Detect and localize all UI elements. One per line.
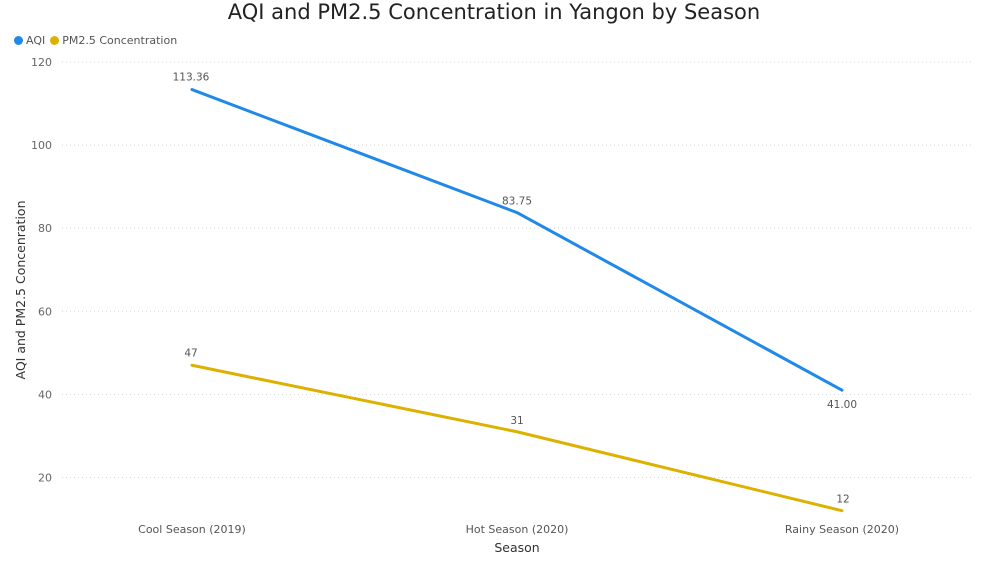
y-tick-label-20: 20 xyxy=(38,471,52,484)
x-tick-label-0: Cool Season (2019) xyxy=(138,523,246,536)
series-line-pm2-5-concentration xyxy=(190,363,844,513)
chart-title: AQI and PM2.5 Concentration in Yangon by… xyxy=(227,0,761,24)
y-tick-label-40: 40 xyxy=(38,388,52,401)
data-label-pm2-5-concentration-2: 12 xyxy=(836,494,849,506)
y-tick-label-120: 120 xyxy=(31,56,52,69)
y-axis-title: AQI and PM2.5 Concenration xyxy=(13,200,28,379)
data-label-pm2-5-concentration-1: 31 xyxy=(510,415,523,427)
legend-marker-pm25 xyxy=(50,36,60,45)
legend-item-pm25[interactable]: PM2.5 Concentration xyxy=(50,34,177,47)
data-label-aqi-1: 83.75 xyxy=(502,196,532,208)
x-tick-label-1: Hot Season (2020) xyxy=(466,523,569,536)
data-label-aqi-0: 113.36 xyxy=(173,72,210,84)
legend-label-aqi: AQI xyxy=(26,34,46,47)
y-tick-label-60: 60 xyxy=(38,305,52,318)
legend-item-aqi[interactable]: AQI xyxy=(14,34,45,47)
data-label-aqi-2: 41.00 xyxy=(827,399,857,411)
series-line-aqi xyxy=(190,88,844,392)
legend-label-pm25: PM2.5 Concentration xyxy=(62,34,178,47)
data-label-pm2-5-concentration-0: 47 xyxy=(184,347,197,359)
legend: AQI PM2.5 Concentration xyxy=(14,34,182,47)
x-axis-title: Season xyxy=(494,540,539,555)
legend-marker-aqi xyxy=(14,36,23,45)
y-tick-label-80: 80 xyxy=(38,222,52,235)
y-tick-label-100: 100 xyxy=(31,139,52,152)
x-tick-label-2: Rainy Season (2020) xyxy=(785,523,899,536)
